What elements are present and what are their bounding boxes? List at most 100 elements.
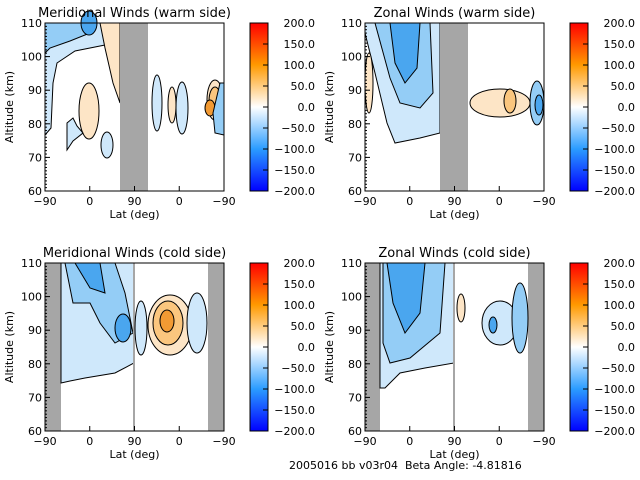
colorbar-tick-label: −150.0 [274,404,315,417]
colorbar-tick-label: −50.0 [281,362,315,375]
contour-region [159,309,175,333]
colorbar-tick-label: −100.0 [594,143,635,156]
x-tick-label: −90 [212,195,235,208]
contour-region [456,293,466,323]
x-tick-label: −90 [532,435,555,448]
x-tick-label: 90 [448,195,462,208]
panel-title: Zonal Winds (warm side) [374,6,536,21]
contour-region [511,282,529,354]
y-tick-label: 80 [348,358,362,371]
x-tick-label: 90 [448,435,462,448]
x-axis-label: Lat (deg) [430,448,480,461]
panel: Meridional Winds (cold side) 60 70 80 90 100 1… [3,246,315,461]
contour-region [78,82,100,140]
panel: Zonal Winds (cold side) 60 70 80 90 100 110 −90… [323,246,635,461]
contour-region [100,131,114,159]
y-tick-label: 80 [28,358,42,371]
colorbar-tick-label: 100.0 [604,299,636,312]
colorbar-tick-label: 0.0 [618,101,636,114]
y-tick-label: 80 [28,118,42,131]
panel: Zonal Winds (warm side) 60 70 80 90 100 110 −90… [323,6,635,221]
contour-region [534,94,544,116]
colorbar-tick-label: 150.0 [284,278,316,291]
y-tick-label: 70 [28,151,42,164]
x-tick-label: 90 [128,435,142,448]
colorbar-tick-label: −50.0 [601,362,635,375]
x-tick-label: 0 [176,435,183,448]
contour-region [151,74,163,132]
x-tick-label: 0 [86,195,93,208]
y-tick-label: 100 [341,51,362,64]
y-tick-label: 70 [348,151,362,164]
contour-region [212,82,225,136]
y-tick-label: 100 [21,291,42,304]
y-tick-label: 60 [348,425,362,438]
y-axis-label: Altitude (km) [3,311,16,383]
y-tick-label: 60 [28,185,42,198]
colorbar-tick-label: 100.0 [284,299,316,312]
y-tick-label: 110 [341,17,362,30]
x-axis-label: Lat (deg) [110,448,160,461]
panel-title: Meridional Winds (warm side) [38,6,231,21]
x-tick-label: 0 [176,195,183,208]
x-axis-label: Lat (deg) [430,208,480,221]
x-tick-label: 90 [128,195,142,208]
colorbar-tick-label: −200.0 [594,185,635,198]
x-tick-label: −90 [33,435,56,448]
colorbar-tick-label: 50.0 [291,320,316,333]
contour-region [66,117,84,152]
y-tick-label: 90 [348,84,362,97]
contour-region [186,292,208,354]
colorbar-tick-label: −150.0 [594,164,635,177]
x-tick-label: 0 [86,435,93,448]
colorbar-tick-label: 150.0 [604,278,636,291]
colorbar-tick-label: 200.0 [604,257,636,270]
y-tick-label: 110 [21,17,42,30]
colorbar-tick-label: −150.0 [594,404,635,417]
colorbar-tick-label: 100.0 [604,59,636,72]
no-data-band [45,263,61,431]
colorbar-tick-label: 200.0 [284,257,316,270]
colorbar-tick-label: −100.0 [274,383,315,396]
contour-region [469,88,531,118]
x-tick-label: −90 [212,435,235,448]
colorbar-tick-label: −50.0 [601,122,635,135]
x-tick-label: −90 [33,195,56,208]
colorbar-tick-label: 0.0 [618,341,636,354]
colorbar-tick-label: 50.0 [611,80,636,93]
y-tick-label: 90 [28,84,42,97]
y-tick-label: 90 [28,324,42,337]
colorbar-tick-label: 150.0 [604,38,636,51]
x-tick-label: 0 [406,435,413,448]
colorbar-tick-label: 200.0 [604,17,636,30]
no-data-band [120,23,148,191]
footer-text: 2005016 bb v03r04 Beta Angle: -4.81816 [289,459,522,472]
x-axis-label: Lat (deg) [110,208,160,221]
no-data-band [440,23,468,191]
colorbar-tick-label: −150.0 [274,164,315,177]
x-tick-label: −90 [353,435,376,448]
colorbar-tick-label: 150.0 [284,38,316,51]
y-tick-label: 90 [348,324,362,337]
panel-title: Zonal Winds (cold side) [378,246,530,261]
colorbar-tick-label: 100.0 [284,59,316,72]
colorbar-tick-label: −200.0 [274,425,315,438]
y-tick-label: 80 [348,118,362,131]
y-tick-label: 60 [28,425,42,438]
contour-region [134,300,148,356]
panel: Meridional Winds (warm side) 60 70 80 90 100 1… [3,6,315,221]
y-axis-label: Altitude (km) [3,71,16,143]
no-data-band [365,263,380,431]
panel-title: Meridional Winds (cold side) [43,246,226,261]
contour-region [167,86,177,124]
y-tick-label: 110 [21,257,42,270]
y-axis-label: Altitude (km) [323,311,336,383]
colorbar-tick-label: 50.0 [611,320,636,333]
y-axis-label: Altitude (km) [323,71,336,143]
x-tick-label: −90 [532,195,555,208]
no-data-band [528,263,544,431]
y-tick-label: 60 [348,185,362,198]
x-tick-label: −90 [353,195,376,208]
y-tick-label: 100 [341,291,362,304]
